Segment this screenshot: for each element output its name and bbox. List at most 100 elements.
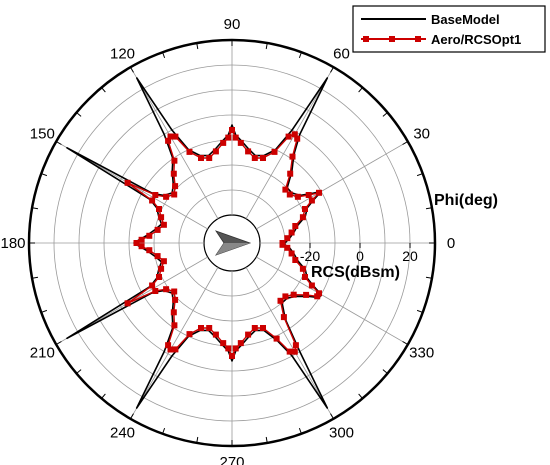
data-point-aero-rcsopt1 [282, 293, 289, 300]
data-point-aero-rcsopt1 [294, 193, 301, 200]
data-point-aero-rcsopt1 [287, 170, 294, 177]
data-point-aero-rcsopt1 [280, 314, 287, 321]
angle-axis-label: Phi(deg) [434, 192, 498, 209]
data-point-aero-rcsopt1 [245, 148, 252, 155]
outer-tick [382, 369, 388, 374]
legend-box [352, 5, 546, 53]
radial-tick-label: -20 [300, 248, 320, 264]
angle-tick-label: 120 [110, 45, 135, 62]
angle-tick-label: 60 [333, 45, 350, 62]
angle-tick-label: 210 [30, 345, 55, 362]
outer-tick [298, 427, 302, 434]
data-point-aero-rcsopt1 [290, 291, 297, 298]
radial-axis-label: RCS(dBsm) [311, 264, 400, 281]
data-point-aero-rcsopt1 [284, 235, 291, 242]
data-point-aero-rcsopt1 [232, 345, 239, 352]
radial-tick-label: 20 [402, 248, 418, 264]
data-point-aero-rcsopt1 [285, 133, 292, 140]
outer-tick [358, 393, 363, 399]
data-point-aero-rcsopt1 [292, 257, 299, 263]
legend-label-basemodel: BaseModel [431, 12, 500, 27]
data-point-aero-rcsopt1 [305, 192, 312, 198]
data-point-aero-rcsopt1 [186, 148, 193, 155]
grid-spoke [245, 267, 334, 420]
outer-tick [101, 393, 106, 399]
outer-tick [196, 436, 199, 444]
data-point-aero-rcsopt1 [286, 191, 293, 198]
data-point-aero-rcsopt1 [277, 297, 284, 304]
data-point-aero-rcsopt1 [146, 232, 153, 239]
data-point-aero-rcsopt1 [294, 135, 301, 142]
outer-tick [196, 42, 199, 50]
data-point-aero-rcsopt1 [186, 331, 193, 338]
data-point-aero-rcsopt1 [229, 127, 235, 133]
data-point-aero-rcsopt1 [158, 214, 165, 221]
outer-tick [265, 436, 268, 444]
data-point-aero-rcsopt1 [172, 183, 179, 190]
data-point-aero-rcsopt1 [220, 139, 227, 146]
data-point-aero-rcsopt1 [220, 340, 227, 347]
data-point-aero-rcsopt1 [212, 148, 219, 155]
aircraft-model-icon [205, 216, 259, 270]
outer-tick [41, 173, 48, 177]
data-point-aero-rcsopt1 [279, 241, 286, 248]
data-point-aero-rcsopt1 [260, 325, 266, 331]
data-point-aero-rcsopt1 [316, 189, 322, 196]
data-point-aero-rcsopt1 [156, 206, 162, 212]
data-point-aero-rcsopt1 [299, 265, 306, 272]
data-point-aero-rcsopt1 [289, 153, 296, 160]
data-point-aero-rcsopt1 [251, 325, 258, 331]
data-point-aero-rcsopt1 [291, 131, 298, 138]
outer-tick [76, 112, 82, 117]
grid-spoke [245, 66, 334, 219]
outer-tick [402, 341, 409, 345]
data-point-aero-rcsopt1 [271, 148, 278, 155]
outer-tick [162, 427, 166, 434]
data-point-aero-rcsopt1 [149, 197, 156, 204]
data-point-aero-rcsopt1 [154, 226, 161, 233]
data-point-aero-rcsopt1 [292, 223, 299, 229]
data-point-aero-rcsopt1 [124, 179, 131, 186]
data-point-aero-rcsopt1 [237, 139, 244, 146]
data-point-aero-rcsopt1 [171, 288, 178, 295]
data-point-aero-rcsopt1 [232, 134, 239, 141]
angle-tick-label: 90 [224, 16, 241, 33]
data-point-aero-rcsopt1 [288, 229, 295, 236]
data-point-aero-rcsopt1 [170, 309, 177, 316]
data-point-aero-rcsopt1 [152, 288, 159, 294]
outer-tick [425, 207, 433, 210]
data-point-aero-rcsopt1 [229, 353, 235, 359]
outer-tick [162, 52, 166, 59]
outer-tick [130, 413, 134, 420]
grid-spoke [130, 66, 219, 219]
data-point-aero-rcsopt1 [302, 206, 308, 212]
legend-marker-aero-rcsopt1 [363, 36, 369, 42]
data-point-aero-rcsopt1 [292, 342, 299, 349]
angle-tick-label: 300 [329, 425, 354, 442]
data-point-aero-rcsopt1 [163, 193, 170, 200]
data-point-aero-rcsopt1 [167, 346, 174, 353]
data-point-aero-rcsopt1 [206, 325, 213, 331]
outer-tick [41, 309, 48, 313]
outer-tick [402, 141, 409, 145]
grid-spoke [130, 267, 219, 420]
data-point-aero-rcsopt1 [171, 157, 178, 164]
angle-tick-label: 240 [110, 425, 135, 442]
outer-tick [130, 66, 134, 73]
data-point-aero-rcsopt1 [308, 197, 315, 204]
data-point-aero-rcsopt1 [198, 325, 204, 331]
outer-tick [416, 173, 423, 177]
data-point-aero-rcsopt1 [286, 348, 293, 355]
data-point-aero-rcsopt1 [237, 340, 244, 347]
data-point-aero-rcsopt1 [124, 300, 131, 307]
data-point-aero-rcsopt1 [172, 296, 179, 303]
data-point-aero-rcsopt1 [149, 282, 156, 289]
outer-tick [31, 276, 39, 279]
data-point-aero-rcsopt1 [133, 240, 140, 246]
outer-tick [358, 87, 363, 93]
data-point-aero-rcsopt1 [299, 214, 306, 221]
outer-tick [416, 309, 423, 313]
data-point-aero-rcsopt1 [138, 236, 145, 243]
data-point-aero-rcsopt1 [302, 274, 308, 280]
outer-tick [330, 66, 334, 73]
